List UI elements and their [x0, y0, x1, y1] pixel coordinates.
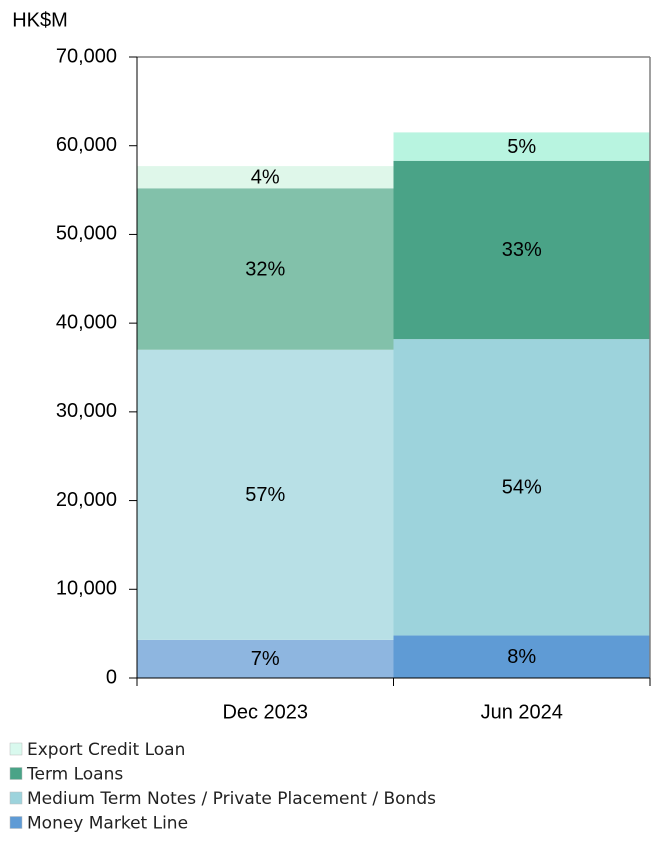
y-unit-label: HK$M [12, 9, 68, 31]
y-tick-label: 60,000 [56, 134, 117, 156]
legend-label: Term Loans [26, 765, 123, 785]
legend-label: Money Market Line [27, 814, 188, 834]
y-tick-label: 0 [106, 666, 117, 688]
bar-segment [137, 639, 394, 678]
legend-swatch [9, 816, 23, 829]
legend-swatch [9, 767, 23, 780]
y-tick-label: 30,000 [56, 400, 117, 422]
data-label: 7% [251, 648, 280, 670]
data-label: 33% [502, 239, 542, 261]
bar-segment [393, 339, 650, 636]
data-label: 32% [245, 258, 285, 280]
bar-segment [137, 188, 394, 350]
bar-segment [393, 132, 650, 161]
legend-label: Medium Term Notes / Private Placement / … [27, 789, 436, 809]
data-label: 57% [245, 484, 285, 506]
bar-segment [137, 349, 394, 640]
y-tick-label: 40,000 [56, 311, 117, 333]
x-tick-label: Dec 2023 [222, 701, 308, 723]
bar-segment [393, 635, 650, 678]
y-tick-label: 20,000 [56, 489, 117, 511]
data-label: 4% [251, 166, 280, 188]
legend-swatch [9, 742, 23, 756]
x-tick-label: Jun 2024 [481, 701, 563, 723]
data-label: 8% [507, 646, 536, 668]
y-tick-label: 50,000 [56, 223, 117, 245]
y-tick-label: 70,000 [56, 45, 117, 67]
data-label: 54% [502, 477, 542, 499]
y-tick-label: 10,000 [56, 578, 117, 600]
bar-segment [137, 166, 394, 189]
bar-segment [393, 160, 650, 340]
data-label: 5% [507, 136, 536, 158]
legend-label: Export Credit Loan [27, 740, 185, 760]
legend-swatch [9, 791, 23, 805]
